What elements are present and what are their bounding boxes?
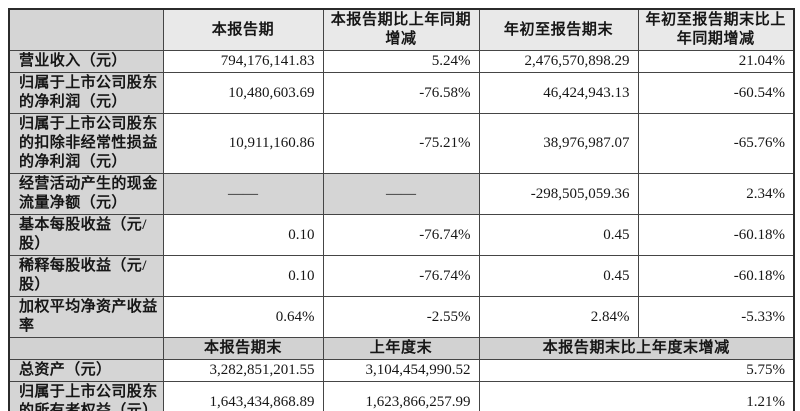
col-header-period-yoy-change: 本报告期比上年同期增减 <box>322 8 480 51</box>
col-header-period-end-change: 本报告期末比上年度末增减 <box>478 337 795 360</box>
cell-value: -76.74% <box>322 255 480 297</box>
cell-value: -60.54% <box>637 72 795 114</box>
cell-value: 10,911,160.86 <box>162 113 324 174</box>
cell-value: 2,476,570,898.29 <box>478 50 639 73</box>
cell-value: 0.10 <box>162 214 324 256</box>
cell-value: 10,480,603.69 <box>162 72 324 114</box>
cell-value: -76.74% <box>322 214 480 256</box>
cell-value: -298,505,059.36 <box>478 173 639 215</box>
table-row-basic-eps: 基本每股收益（元/股） 0.10 -76.74% 0.45 -60.18% <box>8 214 795 256</box>
table-row-operating-cash-flow: 经营活动产生的现金流量净额（元） —— —— -298,505,059.36 2… <box>8 173 795 215</box>
cell-value: 794,176,141.83 <box>162 50 324 73</box>
cell-value: 3,104,454,990.52 <box>322 359 480 382</box>
row-label: 加权平均净资产收益率 <box>8 296 164 338</box>
corner-cell <box>8 8 164 51</box>
cell-value: 21.04% <box>637 50 795 73</box>
cell-value: -75.21% <box>322 113 480 174</box>
table-row-weighted-avg-roe: 加权平均净资产收益率 0.64% -2.55% 2.84% -5.33% <box>8 296 795 338</box>
cell-value: 0.64% <box>162 296 324 338</box>
cell-value: -76.58% <box>322 72 480 114</box>
cell-value: 5.24% <box>322 50 480 73</box>
cell-value: 2.34% <box>637 173 795 215</box>
col-header-ytd-yoy-change: 年初至报告期末比上年同期增减 <box>637 8 795 51</box>
table-row-net-profit-excl-nonrecurring: 归属于上市公司股东的扣除非经常性损益的净利润（元） 10,911,160.86 … <box>8 113 795 174</box>
col-header-prior-year-end: 上年度末 <box>322 337 480 360</box>
cell-value: 2.84% <box>478 296 639 338</box>
cell-value: -65.76% <box>637 113 795 174</box>
table-row-owners-equity: 归属于上市公司股东的所有者权益（元） 1,643,434,868.89 1,62… <box>8 381 795 411</box>
table-row-total-assets: 总资产（元） 3,282,851,201.55 3,104,454,990.52… <box>8 359 795 382</box>
row-label: 稀释每股收益（元/股） <box>8 255 164 297</box>
table-row-net-profit: 归属于上市公司股东的净利润（元） 10,480,603.69 -76.58% 4… <box>8 72 795 114</box>
cell-value: -60.18% <box>637 214 795 256</box>
col-header-current-period: 本报告期 <box>162 8 324 51</box>
financial-summary-table: 本报告期 本报告期比上年同期增减 年初至报告期末 年初至报告期末比上年同期增减 … <box>8 8 795 411</box>
col-header-ytd: 年初至报告期末 <box>478 8 639 51</box>
cell-value: 0.10 <box>162 255 324 297</box>
cell-value: 0.45 <box>478 255 639 297</box>
cell-value: 1,623,866,257.99 <box>322 381 480 411</box>
row-label: 总资产（元） <box>8 359 164 382</box>
col-header-period-end: 本报告期末 <box>162 337 324 360</box>
table-row-diluted-eps: 稀释每股收益（元/股） 0.10 -76.74% 0.45 -60.18% <box>8 255 795 297</box>
table-row-revenue: 营业收入（元） 794,176,141.83 5.24% 2,476,570,8… <box>8 50 795 73</box>
cell-value: -2.55% <box>322 296 480 338</box>
corner-cell <box>8 337 164 360</box>
row-label: 归属于上市公司股东的净利润（元） <box>8 72 164 114</box>
row-label: 经营活动产生的现金流量净额（元） <box>8 173 164 215</box>
header-row-period: 本报告期 本报告期比上年同期增减 年初至报告期末 年初至报告期末比上年同期增减 <box>8 8 795 51</box>
cell-dash: —— <box>322 173 480 215</box>
cell-value: -60.18% <box>637 255 795 297</box>
cell-value: 46,424,943.13 <box>478 72 639 114</box>
cell-value: 5.75% <box>478 359 795 382</box>
row-label: 归属于上市公司股东的扣除非经常性损益的净利润（元） <box>8 113 164 174</box>
row-label: 营业收入（元） <box>8 50 164 73</box>
cell-dash: —— <box>162 173 324 215</box>
cell-value: 3,282,851,201.55 <box>162 359 324 382</box>
row-label: 基本每股收益（元/股） <box>8 214 164 256</box>
header-row-period-end: 本报告期末 上年度末 本报告期末比上年度末增减 <box>8 337 795 360</box>
row-label: 归属于上市公司股东的所有者权益（元） <box>8 381 164 411</box>
cell-value: -5.33% <box>637 296 795 338</box>
cell-value: 1,643,434,868.89 <box>162 381 324 411</box>
cell-value: 1.21% <box>478 381 795 411</box>
cell-value: 38,976,987.07 <box>478 113 639 174</box>
cell-value: 0.45 <box>478 214 639 256</box>
